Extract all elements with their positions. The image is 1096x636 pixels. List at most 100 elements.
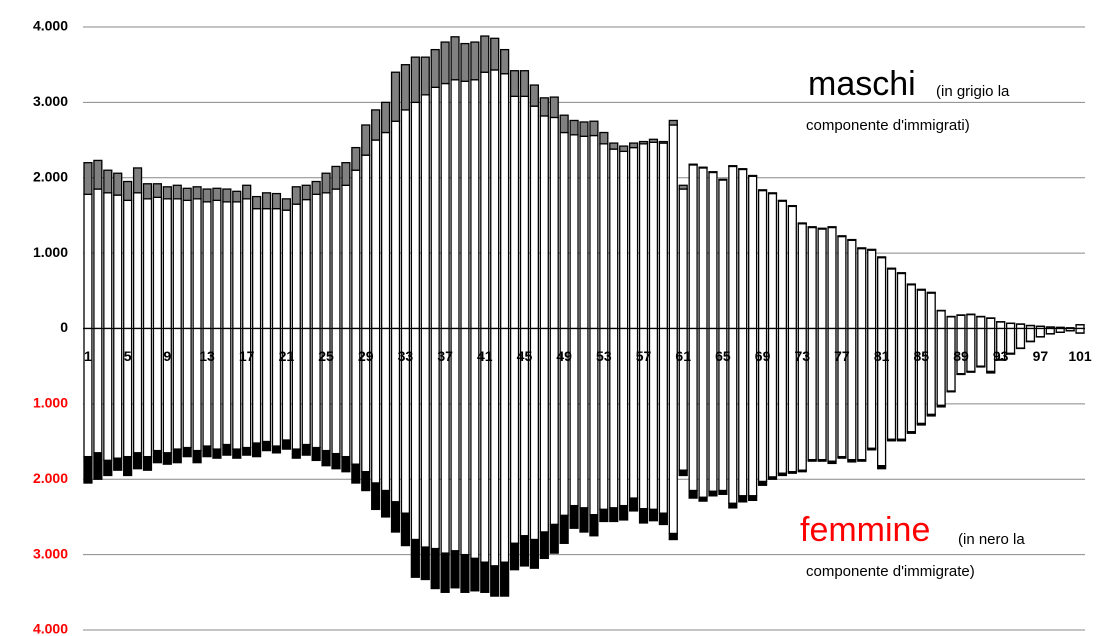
bar xyxy=(341,184,351,330)
bar xyxy=(460,42,470,82)
annotation: componente d'immigrati) xyxy=(806,117,970,134)
bar xyxy=(777,199,788,202)
bar xyxy=(271,192,282,210)
bar xyxy=(261,440,272,452)
bar xyxy=(351,169,361,330)
bar xyxy=(371,139,381,330)
bar xyxy=(113,194,123,330)
bar xyxy=(132,167,143,194)
bar xyxy=(738,168,748,330)
bar xyxy=(956,373,966,376)
bar xyxy=(390,501,401,533)
bar xyxy=(539,97,549,117)
bar xyxy=(777,327,788,474)
bar xyxy=(857,247,867,330)
x-tick-label: 89 xyxy=(953,348,969,364)
x-tick-label: 21 xyxy=(279,348,295,364)
bar xyxy=(371,482,381,511)
bar xyxy=(539,327,549,533)
bar xyxy=(162,452,172,465)
x-tick-label: 45 xyxy=(517,348,533,364)
bar xyxy=(281,439,291,450)
bar xyxy=(817,228,827,330)
bar xyxy=(500,73,510,330)
bar xyxy=(440,41,450,85)
bar xyxy=(380,101,391,134)
annotation: femmine xyxy=(800,511,930,549)
bar xyxy=(976,365,986,368)
bar xyxy=(152,449,163,464)
annotation: (in nero la xyxy=(958,531,1025,548)
bar xyxy=(103,459,113,477)
bar xyxy=(926,327,936,416)
bar xyxy=(906,431,916,434)
bar xyxy=(708,171,718,174)
bar xyxy=(867,447,877,451)
bar xyxy=(648,141,659,330)
bar xyxy=(440,82,450,330)
bar xyxy=(93,452,103,480)
bar xyxy=(619,504,629,521)
bar xyxy=(837,455,847,459)
bar xyxy=(619,150,629,330)
bar xyxy=(162,327,172,454)
bar xyxy=(430,86,440,330)
bar xyxy=(430,547,440,590)
bar xyxy=(222,201,232,330)
bar xyxy=(936,310,946,330)
bar xyxy=(410,56,420,104)
bar xyxy=(192,198,202,330)
bar xyxy=(589,134,599,330)
x-tick-label: 81 xyxy=(874,348,890,364)
bar xyxy=(242,184,252,200)
bar xyxy=(757,480,768,486)
x-tick-label: 65 xyxy=(715,348,731,364)
bar xyxy=(371,109,381,141)
bar xyxy=(291,186,301,205)
bar xyxy=(857,247,867,250)
bar xyxy=(916,422,926,426)
bar xyxy=(321,172,331,194)
bar xyxy=(242,327,252,449)
bar xyxy=(192,186,202,200)
bar xyxy=(886,438,897,442)
bar xyxy=(509,70,520,97)
bar xyxy=(896,272,907,330)
bar xyxy=(599,143,609,330)
bar xyxy=(648,508,659,522)
bar xyxy=(738,168,748,171)
annotation: maschi xyxy=(808,65,916,103)
bar xyxy=(589,120,599,137)
bar xyxy=(321,327,331,452)
bar xyxy=(321,192,331,330)
bar xyxy=(867,248,877,251)
bar xyxy=(103,169,113,194)
bar xyxy=(817,459,827,462)
bar xyxy=(708,171,718,330)
bar xyxy=(252,195,262,210)
bar xyxy=(400,109,411,330)
bar xyxy=(450,550,460,589)
bar xyxy=(500,561,510,597)
bar xyxy=(638,507,649,524)
bar xyxy=(757,189,768,330)
bar xyxy=(311,446,321,462)
bar xyxy=(559,131,569,330)
bar xyxy=(698,166,708,169)
bar xyxy=(390,71,401,122)
bar xyxy=(1075,327,1085,334)
bar xyxy=(261,208,272,330)
bar xyxy=(341,162,351,186)
bar xyxy=(628,142,639,149)
bar xyxy=(222,443,232,456)
bar xyxy=(440,552,450,593)
x-tick-label: 93 xyxy=(993,348,1009,364)
bar xyxy=(797,222,807,225)
bar xyxy=(232,327,242,450)
bar xyxy=(490,565,500,597)
bar xyxy=(896,438,907,442)
y-tick-label: 0 xyxy=(60,319,68,335)
bar xyxy=(271,208,282,330)
bar xyxy=(301,198,311,330)
bar xyxy=(410,101,420,330)
